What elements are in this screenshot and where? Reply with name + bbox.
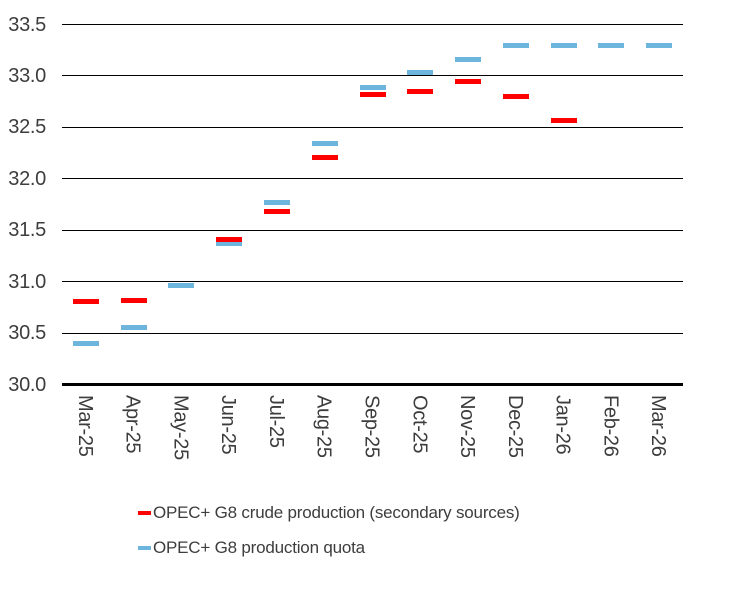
legend-label-crude-production: OPEC+ G8 crude production (secondary sou…	[153, 503, 520, 522]
quota-dash-jun-25	[216, 241, 243, 247]
crude-production-dash-oct-25	[407, 88, 434, 94]
quota-dash-nov-25	[455, 56, 482, 62]
x-tick-label-oct-25: Oct-25	[408, 395, 431, 454]
gridline-30.5	[62, 332, 683, 334]
x-tick-label-jul-25: Jul-25	[264, 395, 287, 448]
x-tick-label-mar-25: Mar-25	[73, 395, 96, 457]
crude-production-series-dash-icon	[138, 511, 151, 515]
crude-production-dash-jan-26	[550, 117, 577, 123]
x-tick-label-apr-25: Apr-25	[121, 395, 144, 454]
gridline-32.0	[62, 178, 683, 180]
crude-production-dash-apr-25	[120, 297, 147, 303]
gridline-31.0	[62, 281, 683, 283]
legend-item-crude-production: OPEC+ G8 crude production (secondary sou…	[138, 502, 520, 524]
crude-production-dash-jun-25	[216, 236, 243, 242]
gridline-33.0	[62, 75, 683, 77]
x-axis-line	[62, 383, 683, 386]
y-tick-label-30.0: 30.0	[8, 373, 46, 396]
quota-dash-may-25	[168, 283, 195, 289]
legend-label-production-quota: OPEC+ G8 production quota	[153, 538, 365, 557]
quota-dash-apr-25	[120, 325, 147, 331]
crude-production-dash-mar-25	[72, 298, 99, 304]
quota-dash-jan-26	[550, 42, 577, 48]
production-quota-series-dash-icon	[138, 546, 151, 550]
quota-dash-aug-25	[311, 141, 338, 147]
crude-production-dash-aug-25	[311, 154, 338, 160]
gridline-32.5	[62, 126, 683, 128]
x-tick-label-nov-25: Nov-25	[456, 395, 479, 458]
x-tick-label-may-25: May-25	[169, 395, 192, 460]
crude-production-dash-dec-25	[502, 94, 529, 99]
legend-item-production-quota: OPEC+ G8 production quota	[138, 537, 520, 559]
legend: OPEC+ G8 crude production (secondary sou…	[138, 502, 520, 572]
x-tick-label-jun-25: Jun-25	[217, 395, 240, 455]
crude-production-dash-nov-25	[455, 78, 482, 84]
y-tick-label-31.0: 31.0	[8, 270, 46, 293]
y-tick-label-32.5: 32.5	[8, 116, 46, 139]
x-tick-label-aug-25: Aug-25	[312, 395, 335, 458]
x-tick-label-jan-26: Jan-26	[551, 395, 574, 455]
y-tick-label-33.5: 33.5	[8, 13, 46, 36]
quota-dash-feb-26	[598, 42, 625, 48]
x-tick-label-dec-25: Dec-25	[503, 395, 526, 458]
quota-dash-mar-25	[72, 340, 99, 346]
x-tick-label-feb-26: Feb-26	[599, 395, 622, 457]
quota-dash-dec-25	[502, 42, 529, 48]
y-tick-label-30.5: 30.5	[8, 322, 46, 345]
quota-dash-mar-26	[646, 42, 673, 48]
y-tick-label-31.5: 31.5	[8, 219, 46, 242]
crude-production-dash-jul-25	[263, 209, 290, 215]
x-tick-label-sep-25: Sep-25	[360, 395, 383, 458]
quota-dash-sep-25	[359, 84, 386, 90]
y-tick-label-32.0: 32.0	[8, 167, 46, 190]
quota-dash-jul-25	[263, 199, 290, 205]
crude-production-dash-sep-25	[359, 91, 386, 97]
quota-dash-oct-25	[407, 70, 434, 76]
y-tick-label-33.0: 33.0	[8, 64, 46, 87]
x-tick-label-mar-26: Mar-26	[647, 395, 670, 457]
gridline-31.5	[62, 229, 683, 231]
gridline-33.5	[62, 24, 683, 25]
